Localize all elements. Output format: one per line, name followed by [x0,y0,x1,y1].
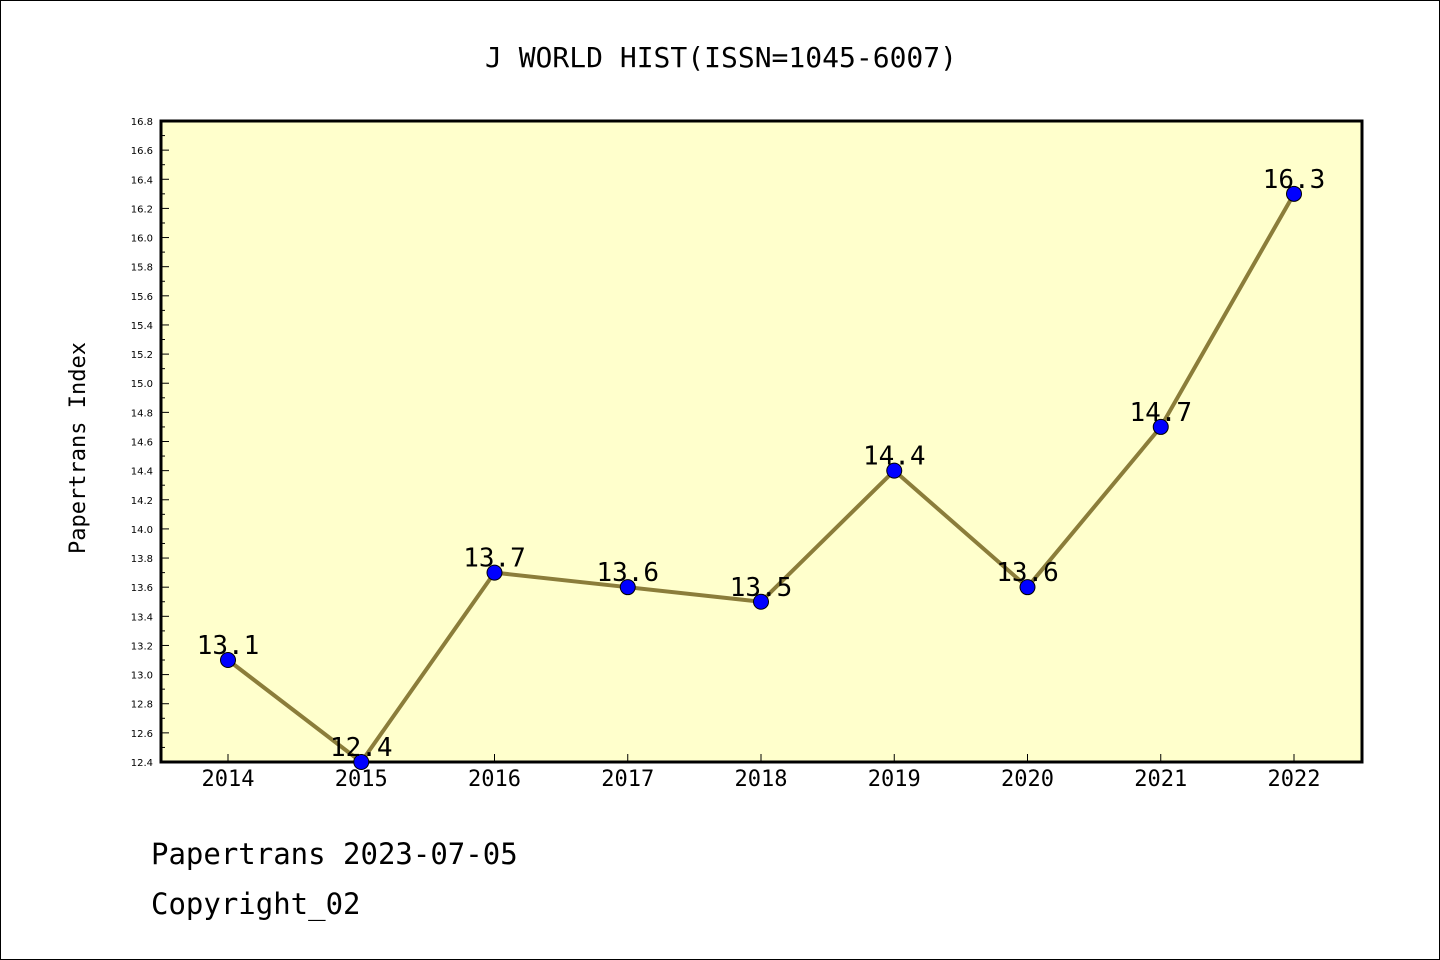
data-point [220,652,236,669]
y-tick-label: 13.0 [131,671,153,682]
data-point [886,462,903,479]
data-point [619,579,636,596]
data-label: 12.4 [330,733,393,763]
y-tick-label: 14.4 [131,467,153,478]
series-layer: 13.1 12.4 13.7 13.6 13.5 14.4 13.6 14.7 16.3 [197,165,1326,770]
y-tick-label: 16.4 [131,175,153,186]
data-label: 14.4 [863,442,926,472]
data-label: 13.7 [463,544,526,574]
x-tick-label: 2016 [468,767,521,792]
x-tick-label: 2020 [1001,767,1054,792]
footer-copyright: Copyright_02 [151,887,361,921]
y-tick-label: 15.0 [131,379,153,390]
data-point [1152,418,1169,435]
data-point [1286,185,1302,202]
y-tick-label: 14.0 [131,525,153,536]
x-tick-label: 2021 [1134,767,1187,792]
y-tick-label: 14.2 [131,496,153,507]
y-tick-label: 15.4 [131,321,153,332]
y-tick-label: 14.6 [131,438,153,449]
y-tick-label: 15.2 [131,350,153,361]
y-tick-label: 16.6 [131,146,153,157]
y-tick-label: 16.2 [131,204,153,215]
y-tick-label: 13.4 [131,612,153,623]
y-tick-label: 14.8 [131,408,153,419]
data-label: 13.6 [996,558,1059,588]
data-point [353,754,370,770]
y-tick-label: 16.0 [131,234,153,245]
data-label: 13.5 [730,573,793,603]
x-tick-label: 2022 [1268,767,1321,792]
data-label: 13.1 [197,631,260,661]
y-tick-label: 13.6 [131,583,153,594]
y-tick-label: 16.8 [131,117,153,128]
data-label: 13.6 [596,558,659,588]
data-point [486,564,503,581]
y-tick-label: 13.2 [131,641,153,652]
x-tick-label: 2018 [735,767,788,792]
data-point [1019,579,1036,596]
x-tick-label: 2017 [601,767,654,792]
y-tick-label: 13.8 [131,554,153,565]
y-tick-label: 12.8 [131,700,153,711]
chart-title: J WORLD HIST(ISSN=1045-6007) [485,41,957,74]
data-label: 16.3 [1263,165,1326,195]
y-tick-label: 12.4 [131,758,153,769]
data-label: 14.7 [1129,398,1192,428]
y-axis-title: Papertrans Index [66,342,91,554]
plot-area [159,119,1364,764]
y-tick-label: 12.6 [131,729,153,740]
data-point [753,593,769,610]
y-tick-label: 15.8 [131,263,153,274]
y-tick-label: 15.6 [131,292,153,303]
x-tick-label: 2019 [868,767,921,792]
x-tick-label: 2015 [335,767,388,792]
x-tick-label: 2014 [202,767,255,792]
axis-ticks: 12.4 12.6 12.8 13.0 13.2 13.4 13.6 13.8 14.0 14.2… [131,117,1321,792]
footer-date: Papertrans 2023-07-05 [151,837,518,871]
